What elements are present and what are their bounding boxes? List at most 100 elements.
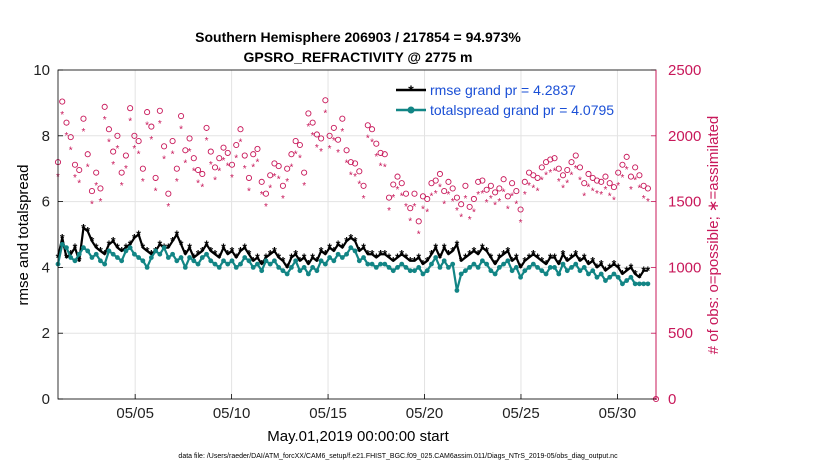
rmse-point: * [141,241,146,255]
spread-point [216,265,222,270]
spread-point [539,268,545,274]
rmse-point: * [204,238,209,252]
spread-point [208,258,214,264]
rmse-point: * [353,235,358,249]
obs-possible-point [63,119,70,126]
rmse-point: * [213,248,218,262]
obs-assimilated-point: * [277,174,281,185]
obs-possible-point [245,174,253,181]
spread-point [369,261,375,267]
obs-possible-point [356,168,363,175]
spread-point [255,261,260,267]
obs-possible-point [178,113,185,120]
spread-point [204,251,209,257]
rmse-point: * [527,251,532,265]
rmse-point: * [238,244,243,258]
obs-assimilated-point: * [391,193,395,204]
rmse-point: * [77,254,82,268]
obs-possible-point [377,149,384,156]
obs-assimilated-point: * [357,180,361,191]
obs-possible-point [559,172,567,179]
rmse-point: * [340,241,345,255]
obs-possible-point [220,144,227,151]
spread-point [637,281,642,287]
rmse-point: * [544,258,549,272]
rmse-point: * [612,258,617,272]
rmse-point: * [446,248,451,262]
obs-possible-point [424,195,431,203]
left-tick-label: 4 [42,259,50,276]
obs-assimilated-point: * [149,135,153,146]
rmse-point: * [285,261,290,275]
rmse-point: * [370,248,375,262]
obs-assimilated-point: * [268,184,272,195]
spread-point [624,278,630,283]
obs-possible-point [97,185,104,192]
obs-possible-point [301,169,308,176]
obs-possible-point [313,131,320,138]
obs-possible-point [419,193,427,200]
spread-point [293,258,299,264]
spread-point [399,261,405,267]
obs-possible-point [534,174,541,181]
spread-point [603,278,608,283]
spread-point [174,258,180,264]
obs-assimilated-point: * [154,186,158,197]
obs-possible-point [241,152,248,159]
obs-possible-point [93,169,100,176]
spread-point [586,271,591,277]
spread-point [556,271,562,277]
spread-point [297,268,303,274]
rmse-point: * [387,251,392,265]
right-tick-label: 0 [668,391,676,408]
rmse-point: * [293,248,298,262]
obs-assimilated-point: * [620,173,624,184]
rmse-point: * [404,251,409,265]
obs-possible-point [564,166,571,174]
rmse-point: * [489,251,494,265]
rmse-point: * [158,238,163,252]
obs-assimilated-point: * [459,213,463,224]
rmse-point: * [599,258,604,272]
rmse-point: * [395,251,400,265]
obs-assimilated-point: * [86,163,90,174]
obs-possible-point [110,148,117,155]
spread-point [85,248,91,254]
spread-point [110,251,116,257]
obs-possible-point [593,177,601,184]
rmse-point: * [255,251,260,265]
spread-point [59,241,65,247]
obs-assimilated-point: * [489,194,493,205]
obs-possible-point [576,164,584,171]
obs-assimilated-point: * [289,163,293,174]
chart-title: Southern Hemisphere 206903 / 217854 = 94… [195,29,521,45]
spread-point [76,251,82,257]
spread-point [98,258,103,264]
obs-possible-point [318,135,325,142]
obs-possible-point [284,165,291,172]
obs-possible-point [390,181,397,188]
obs-assimilated-point: * [175,177,179,188]
rmse-point: * [124,241,129,255]
obs-assimilated-point: * [400,192,404,203]
rmse-point: * [518,261,523,275]
obs-assimilated-point: * [591,186,595,197]
x-tick-label: 05/05 [116,405,154,422]
spread-point [68,255,74,260]
spread-point [127,245,133,251]
obs-possible-point [71,161,79,168]
obs-possible-point [509,180,516,187]
obs-assimilated-point: * [158,119,162,130]
spread-point [102,261,108,267]
obs-assimilated-point: * [446,190,450,201]
obs-possible-point [521,178,528,185]
obs-possible-point [131,132,138,139]
obs-possible-point [135,138,142,145]
spread-point [573,261,579,267]
obs-possible-point [127,105,134,112]
spread-point [195,261,201,267]
rmse-point: * [408,254,413,268]
spread-point [378,261,383,267]
spread-point [259,268,265,274]
obs-assimilated-point: * [383,163,387,174]
